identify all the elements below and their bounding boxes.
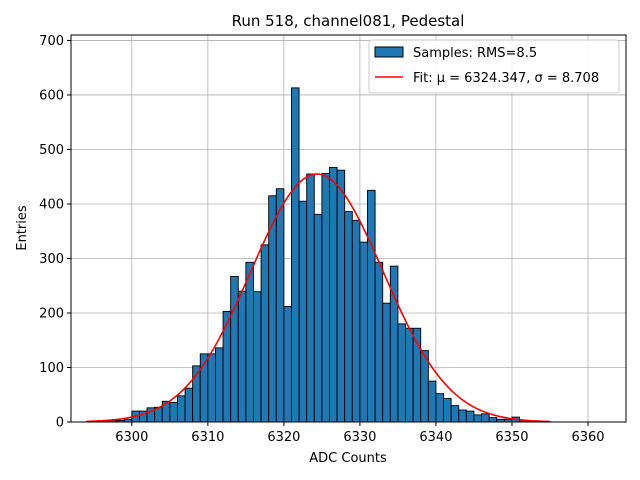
histogram-bar [329, 167, 338, 423]
histogram-bar [458, 409, 467, 423]
histogram-bar [321, 172, 330, 423]
x-axis-ticks: 6300 6310 6320 6330 6340 6350 6360 [115, 422, 605, 445]
legend-fit-label: Fit: μ = 6324.347, σ = 8.708 [413, 71, 599, 86]
histogram-bar [336, 169, 346, 423]
x-tick-label: 6340 [419, 430, 452, 445]
x-axis-title: ADC Counts [309, 451, 387, 466]
histogram-bar [344, 211, 353, 423]
y-tick-label: 700 [39, 34, 64, 49]
histogram-bar [397, 323, 406, 423]
histogram-bar [488, 417, 498, 423]
histogram-bar [351, 219, 361, 423]
fit-curve [86, 173, 550, 423]
y-tick-label: 400 [39, 197, 64, 212]
histogram-bar [253, 291, 262, 423]
histogram-bar [435, 393, 444, 423]
histogram-bar [283, 305, 292, 423]
y-tick-label: 200 [39, 306, 64, 321]
histogram-bar [443, 398, 452, 423]
plot-frame [70, 34, 627, 423]
y-tick-label: 300 [39, 252, 64, 267]
x-tick-label: 6300 [115, 430, 148, 445]
x-tick-label: 6350 [495, 430, 528, 445]
y-axis-title: Entries [15, 205, 30, 251]
x-tick-label: 6310 [191, 430, 224, 445]
histogram-bar [230, 276, 239, 423]
y-tick-label: 0 [56, 416, 64, 431]
histogram-bar [465, 410, 475, 423]
histogram-bar [215, 347, 224, 423]
histogram-bar [473, 414, 482, 423]
histogram-bar [291, 87, 300, 423]
histogram-bar [207, 353, 216, 423]
x-tick-label: 6320 [267, 430, 300, 445]
histogram-bar [275, 188, 285, 423]
legend: Samples: RMS=8.5 Fit: μ = 6324.347, σ = … [368, 39, 620, 94]
histogram-bar [245, 261, 254, 423]
y-tick-label: 100 [39, 361, 64, 376]
histogram-bar [313, 213, 323, 423]
histogram-bar [298, 200, 308, 423]
histogram-bar [184, 387, 194, 423]
histogram-bar [405, 327, 414, 423]
histogram-bar [359, 241, 368, 423]
histogram-bar [169, 401, 178, 423]
histogram-bar [306, 173, 315, 423]
histogram-bar [481, 413, 490, 423]
histogram-bar [367, 189, 376, 423]
histogram-bar [374, 261, 384, 423]
histogram-bar [427, 380, 437, 423]
x-tick-label: 6330 [343, 430, 376, 445]
x-tick-label: 6360 [571, 430, 604, 445]
histogram-bar [382, 302, 391, 423]
y-tick-label: 500 [39, 143, 64, 158]
legend-histogram-swatch [374, 46, 404, 58]
histogram-bar [237, 290, 247, 423]
legend-box [368, 39, 620, 94]
histogram-bar [450, 405, 460, 423]
chart-title: Run 518, channel081, Pedestal [232, 12, 465, 30]
y-tick-label: 600 [39, 88, 64, 103]
histogram-bar [260, 244, 270, 423]
histogram-bar [176, 395, 186, 423]
legend-histogram-label: Samples: RMS=8.5 [413, 46, 537, 61]
y-axis-ticks: 0 100 200 300 400 500 600 700 [39, 34, 71, 431]
